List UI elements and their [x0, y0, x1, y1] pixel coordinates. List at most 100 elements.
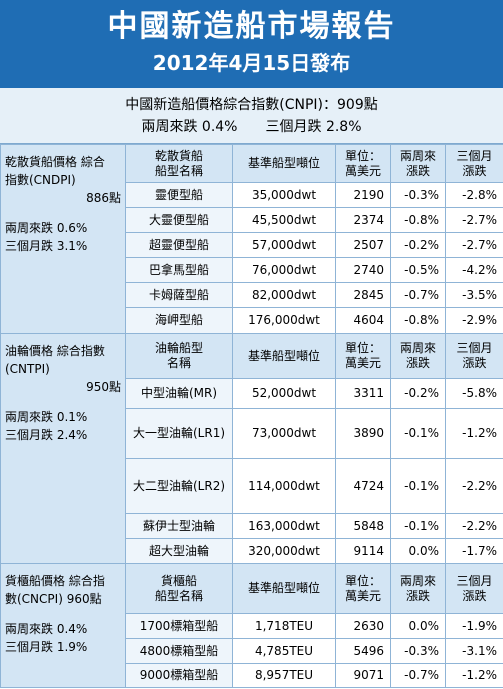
label-line: 油輪價格 綜合指數: [5, 344, 105, 358]
cell: -0.8%: [390, 207, 446, 233]
label-line: 指數(CNDPI): [5, 173, 76, 187]
data-row: 大靈便型船 45,500dwt 2374 -0.8% -2.7%: [1, 207, 503, 233]
two-weeks: 兩周來跌 0.4%: [141, 119, 238, 135]
header-cell: 基準船型噸位: [232, 333, 336, 379]
header-cell: 單位： 萬美元: [335, 144, 391, 183]
data-row: 蘇伊士型油輪 163,000dwt 5848 -0.1% -2.2%: [1, 513, 503, 539]
header-row: 乾散貨船價格 綜合 指數(CNDPI) 886點 兩周來跌 0.6% 三個月跌 3.1%…: [0, 144, 503, 334]
cell: -1.2%: [445, 663, 503, 688]
cell: -3.1%: [445, 638, 503, 664]
data-row: 巴拿馬型船 76,000dwt 2740 -0.5% -4.2%: [1, 257, 503, 283]
cell: 52,000dwt: [232, 378, 336, 409]
section-label: 乾散貨船價格 綜合 指數(CNDPI) 886點 兩周來跌 0.6% 三個月跌 3.1%: [0, 144, 126, 334]
cell: 0.0%: [390, 538, 446, 564]
cell: 2740: [335, 257, 391, 283]
cell: -3.5%: [445, 282, 503, 308]
ship-type: 超大型油輪: [125, 538, 233, 564]
cell: 9071: [335, 663, 391, 688]
ship-type: 中型油輪(MR): [125, 378, 233, 409]
data-row: 4800標箱型船 4,785TEU 5496 -0.3% -3.1%: [1, 638, 503, 664]
cell: 82,000dwt: [232, 282, 336, 308]
cell: 2507: [335, 232, 391, 258]
cell: 3890: [335, 408, 391, 459]
cell: 4,785TEU: [232, 638, 336, 664]
label-line: 三個月跌 1.9%: [5, 640, 88, 654]
header-line: 基準船型噸位: [247, 581, 320, 595]
header-line: 兩周來: [399, 148, 436, 163]
section-label: 貨櫃船價格 綜合指 數(CNCPI) 960點 兩周來跌 0.4% 三個月跌 1.9%: [0, 563, 126, 688]
header-cell: 油輪船型 名稱: [125, 333, 233, 379]
cell: -1.7%: [445, 538, 503, 564]
header-line: 三個月: [456, 341, 493, 355]
cell: 45,500dwt: [232, 207, 336, 233]
cell: -0.7%: [390, 663, 446, 688]
cell: 0.0%: [390, 613, 446, 639]
cell: -0.2%: [390, 378, 446, 409]
header-line: 漲跌: [462, 163, 487, 178]
data-row: 大一型油輪(LR1) 73,000dwt 3890 -0.1% -1.2%: [1, 408, 503, 459]
header-line: 船型名稱: [154, 588, 203, 603]
cell: -0.8%: [390, 307, 446, 334]
summary: 中國新造船價格綜合指數(CNPI)：909點 兩周來跌 0.4% 三個月跌 2.8…: [0, 88, 503, 144]
ship-type: 9000標箱型船: [125, 663, 233, 688]
header-line: 單位：: [344, 148, 381, 163]
header-line: 三個月: [456, 148, 493, 163]
index-line: 中國新造船價格綜合指數(CNPI)：909點: [125, 97, 378, 113]
header-line: 漲跌: [462, 356, 487, 370]
cell: -0.1%: [390, 513, 446, 539]
cell: 73,000dwt: [232, 408, 336, 459]
label-line: 數(CNCPI) 960點: [5, 592, 102, 606]
cell: 76,000dwt: [232, 257, 336, 283]
cell: 9114: [335, 538, 391, 564]
ship-type: 靈便型船: [125, 182, 233, 208]
cell: 4724: [335, 458, 391, 514]
ship-type: 4800標箱型船: [125, 638, 233, 664]
header-line: 基準船型噸位: [247, 348, 320, 363]
data-row: 卡姆薩型船 82,000dwt 2845 -0.7% -3.5%: [1, 282, 503, 308]
header-cell: 三個月 漲跌: [445, 333, 503, 379]
header-line: 乾散貨船: [154, 148, 203, 163]
header-line: 單位：: [344, 341, 381, 355]
header-line: 名稱: [166, 356, 191, 370]
cell: -2.7%: [445, 207, 503, 233]
three-months: 三個月跌 2.8%: [265, 119, 362, 135]
data-row: 9000標箱型船 8,957TEU 9071 -0.7% -1.2%: [1, 663, 503, 688]
cell: -0.3%: [390, 638, 446, 664]
cell: -2.7%: [445, 232, 503, 258]
header-line: 油輪船型: [154, 341, 203, 355]
cell: 2190: [335, 182, 391, 208]
cell: 5496: [335, 638, 391, 664]
ship-type: 超靈便型船: [125, 232, 233, 258]
header-cell: 兩周來 漲跌: [390, 333, 446, 379]
change-line: 兩周來跌 0.4% 三個月跌 2.8%: [0, 116, 503, 138]
ship-type: 巴拿馬型船: [125, 257, 233, 283]
section-label: 油輪價格 綜合指數 (CNTPI) 950點 兩周來跌 0.1% 三個月跌 2.4%: [0, 333, 126, 564]
label-line: 兩周來跌 0.1%: [5, 410, 88, 424]
header-line: 單位：: [344, 573, 381, 588]
header-cell: 貨櫃船 船型名稱: [125, 563, 233, 614]
header-cell: 基準船型噸位: [232, 144, 336, 183]
header-line: 漲跌: [405, 588, 430, 603]
label-line: 乾散貨船價格 綜合: [5, 155, 105, 169]
ship-type: 大一型油輪(LR1): [125, 408, 233, 459]
cell: 320,000dwt: [232, 538, 336, 564]
header-line: 萬美元: [344, 356, 381, 370]
cell: 1,718TEU: [232, 613, 336, 639]
header-cell: 三個月 漲跌: [445, 563, 503, 614]
ship-type: 卡姆薩型船: [125, 282, 233, 308]
cell: 176,000dwt: [232, 307, 336, 334]
data-row: 海岬型船 176,000dwt 4604 -0.8% -2.9%: [1, 307, 503, 334]
header-line: 萬美元: [344, 588, 381, 603]
cell: 35,000dwt: [232, 182, 336, 208]
cell: 114,000dwt: [232, 458, 336, 514]
header-line: 漲跌: [405, 356, 430, 370]
cell: -2.2%: [445, 513, 503, 539]
cell: -1.2%: [445, 408, 503, 459]
header-row: 油輪價格 綜合指數 (CNTPI) 950點 兩周來跌 0.1% 三個月跌 2.4% 油輪…: [0, 333, 503, 564]
cell: 57,000dwt: [232, 232, 336, 258]
cell: 2630: [335, 613, 391, 639]
header-row: 貨櫃船價格 綜合指 數(CNCPI) 960點 兩周來跌 0.4% 三個月跌 1.9%…: [0, 563, 503, 688]
header-line: 貨櫃船: [160, 573, 197, 588]
header-line: 基準船型噸位: [247, 156, 320, 170]
